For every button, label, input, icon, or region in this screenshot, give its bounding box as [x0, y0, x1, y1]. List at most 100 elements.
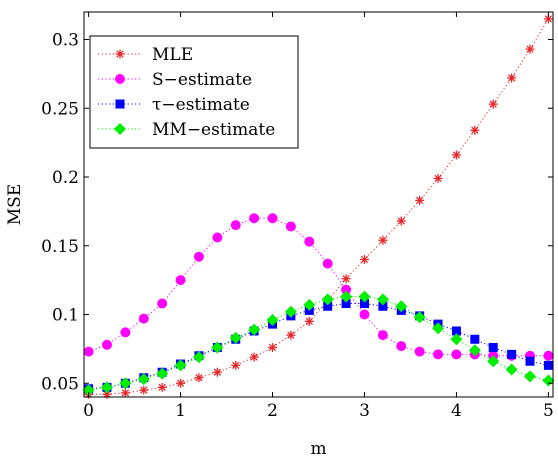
- data-point: [470, 334, 480, 344]
- data-point: [341, 274, 351, 284]
- axis-ticks: 0 1 2 3 4 5 0.05 0.1 0.15 0.2 0.25 0.3: [41, 12, 554, 421]
- data-point: [230, 220, 241, 231]
- legend-label: τ−estimate: [152, 95, 250, 115]
- legend-label: S−estimate: [152, 70, 252, 90]
- data-point: [249, 352, 259, 362]
- data-point: [525, 356, 535, 366]
- data-point: [433, 349, 444, 360]
- series-line: [88, 217, 549, 357]
- data-point: [175, 275, 186, 286]
- x-tick-label: 0: [83, 401, 94, 421]
- legend-entry: S−estimate: [98, 70, 252, 90]
- data-point: [451, 326, 461, 336]
- x-tick-label: 5: [543, 401, 554, 421]
- data-point: [413, 311, 426, 324]
- data-point: [156, 367, 169, 380]
- series-3: [82, 290, 555, 397]
- y-tick-label: 0.05: [41, 374, 79, 394]
- data-point: [323, 301, 333, 311]
- data-point: [341, 284, 352, 295]
- data-point: [266, 314, 279, 326]
- data-point: [249, 213, 260, 224]
- data-point: [120, 388, 130, 398]
- legend: MLE S−estimate τ−estimate MM−estimate: [89, 35, 299, 149]
- data-point: [415, 195, 425, 205]
- data-point: [507, 73, 517, 83]
- data-point: [138, 313, 149, 324]
- data-point: [377, 330, 388, 341]
- data-point: [194, 373, 204, 383]
- x-tick-label: 3: [359, 401, 370, 421]
- data-point: [451, 150, 461, 160]
- data-point: [267, 213, 278, 224]
- data-point: [543, 350, 554, 361]
- data-point: [414, 346, 425, 357]
- data-point: [176, 378, 186, 388]
- data-point: [229, 331, 242, 344]
- data-point: [193, 251, 204, 262]
- legend-marker: [114, 123, 126, 135]
- legend-marker: [115, 99, 125, 109]
- legend-entry: MLE: [98, 45, 193, 65]
- data-point: [304, 316, 314, 326]
- data-point: [83, 346, 94, 357]
- data-point: [119, 377, 132, 390]
- data-point: [524, 370, 537, 383]
- legend-label: MM−estimate: [152, 120, 275, 140]
- series-0: [84, 14, 553, 399]
- data-point: [395, 300, 408, 313]
- data-point: [340, 290, 353, 303]
- legend-label: MLE: [152, 45, 193, 65]
- data-point: [137, 373, 150, 386]
- x-axis-label: m: [310, 439, 326, 459]
- data-point: [543, 360, 553, 370]
- y-tick-label: 0.3: [52, 31, 79, 51]
- data-point: [487, 355, 500, 368]
- data-point: [212, 367, 222, 377]
- data-point: [285, 221, 296, 232]
- data-point: [211, 341, 224, 354]
- data-point: [450, 333, 463, 346]
- data-point: [286, 330, 296, 340]
- y-tick-label: 0.25: [41, 99, 79, 119]
- legend-marker: [115, 74, 125, 84]
- data-point: [322, 258, 333, 269]
- data-point: [174, 359, 187, 372]
- data-point: [321, 293, 334, 306]
- x-tick-label: 1: [175, 401, 186, 421]
- data-point: [157, 298, 168, 309]
- legend-marker: [115, 49, 125, 59]
- y-tick-label: 0.15: [41, 237, 79, 257]
- data-point: [120, 327, 131, 338]
- data-point: [378, 301, 388, 311]
- series-2: [84, 299, 553, 394]
- data-point: [358, 290, 371, 303]
- data-point: [488, 343, 498, 352]
- data-point: [231, 360, 241, 370]
- legend-entry: MM−estimate: [98, 120, 275, 140]
- data-point: [248, 323, 261, 336]
- data-point: [543, 14, 553, 24]
- data-point: [303, 298, 316, 311]
- series-line: [88, 303, 549, 390]
- y-tick-label: 0.2: [52, 168, 79, 188]
- data-point: [304, 236, 315, 247]
- data-point: [284, 305, 297, 318]
- data-point: [488, 99, 498, 109]
- data-point: [341, 299, 351, 308]
- data-point: [101, 339, 112, 350]
- data-point: [359, 299, 369, 308]
- data-point: [82, 384, 95, 397]
- series-line: [88, 296, 549, 391]
- legend-entry: τ−estimate: [98, 95, 250, 115]
- data-point: [396, 216, 406, 226]
- data-point: [507, 349, 517, 359]
- data-point: [432, 322, 445, 335]
- data-point: [525, 44, 535, 54]
- plot-area: [82, 14, 555, 399]
- data-point: [359, 255, 369, 264]
- data-point: [212, 232, 223, 243]
- data-point: [433, 173, 443, 183]
- data-point: [359, 309, 370, 320]
